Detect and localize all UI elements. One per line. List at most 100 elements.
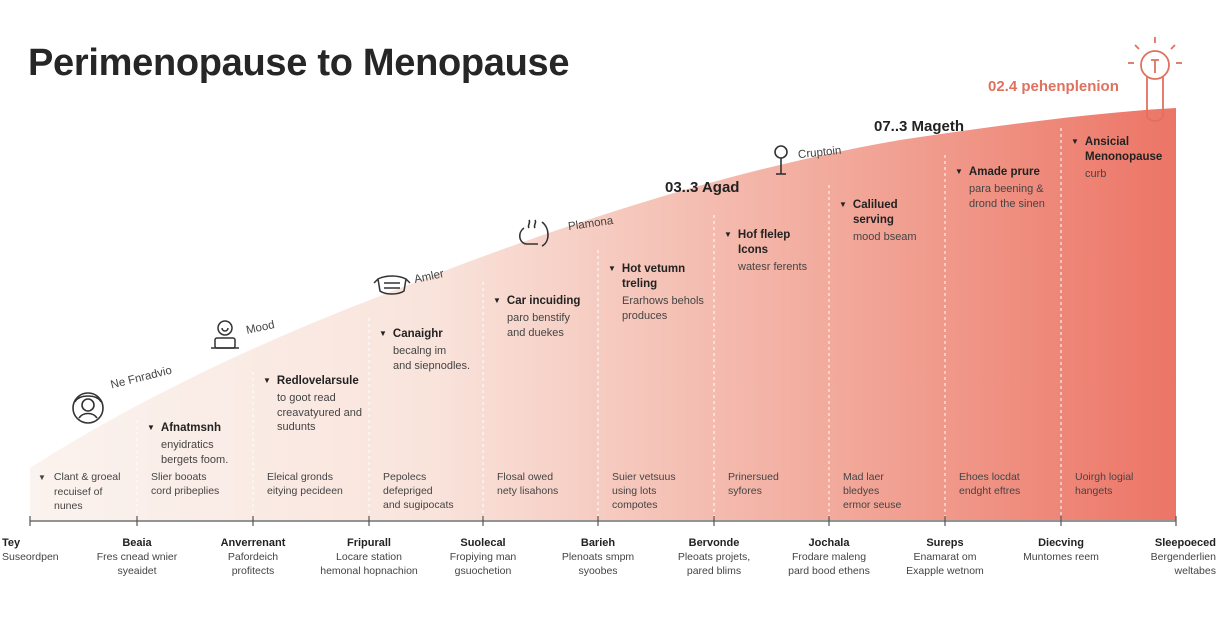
- text-line: hemonal hopnachion: [320, 565, 418, 577]
- segment-description: Erarhows behols produces: [622, 294, 704, 323]
- text-line: Muntomes reem: [1023, 551, 1099, 563]
- text-line: Pleoats projets,: [677, 551, 751, 563]
- segment-title: ▼ Calilued serving: [839, 198, 898, 228]
- text-line: Plenoats smpm: [561, 551, 635, 563]
- bottom-note-text: Clant & groeal: [53, 471, 121, 483]
- text-line: Bergenderlien: [1150, 551, 1216, 563]
- segment-dividers: [136, 128, 1062, 520]
- segment-description: curb: [1085, 167, 1106, 182]
- text-line: watesr ferents: [738, 261, 808, 273]
- bottom-note-text: cord pribeplies: [151, 485, 220, 497]
- text-line: Flosal owed: [497, 470, 558, 484]
- axis-label: Anverrenant Pafordeich profitects: [193, 536, 313, 578]
- axis-label: Bervonde Pleoats projets, pared blims: [654, 536, 774, 578]
- triangle-marker-icon: ▼: [839, 200, 847, 209]
- segment-title-line: ▼ Amade prure: [955, 165, 1040, 180]
- text-line: pared blims: [686, 565, 742, 577]
- triangle-marker-icon: ▼: [38, 473, 46, 482]
- segment-title: ▼ Canaighr: [379, 327, 443, 342]
- bottom-note-text: defepriged: [383, 485, 433, 497]
- steam-icon: [518, 219, 549, 247]
- text-line: Suier vetsuus: [612, 470, 676, 484]
- axis-label-name: Diecving: [1038, 537, 1084, 549]
- segment-title-text: Icons: [738, 244, 769, 256]
- axis-label-name: Barieh: [580, 537, 616, 549]
- segment-description: becalng im and siepnodles.: [393, 344, 470, 373]
- text-line: profitects: [231, 565, 275, 577]
- segment-description: paro benstify and duekes: [507, 311, 570, 340]
- face-icon: [72, 392, 104, 424]
- segment-title: ▼ Redlovelarsule: [263, 374, 359, 389]
- axis-label: Diecving Muntomes reem: [1001, 536, 1121, 564]
- segment-title-text: Redlovelarsule: [276, 375, 359, 387]
- triangle-marker-icon: ▼: [493, 296, 501, 305]
- text-line: Locare station: [336, 551, 402, 563]
- segment-title-text: Hof flelep: [737, 229, 791, 241]
- segment-bottom-note: Pepolecs defepriged and sugipocats: [383, 470, 454, 512]
- triangle-marker-icon: ▼: [1071, 137, 1079, 146]
- segment-description: enyidratics bergets foom.: [161, 438, 228, 467]
- axis-label-name: Anverrenant: [220, 537, 286, 549]
- segment-description: para beening & drond the sinen: [969, 182, 1045, 211]
- triangle-marker-icon: ▼: [724, 230, 732, 239]
- text-line: creavatyured and: [277, 406, 362, 419]
- text-line: bledyes: [843, 484, 901, 498]
- progression-area: [30, 108, 1176, 520]
- mask-icon: [373, 275, 411, 295]
- segment-title-line: ▼ Redlovelarsule: [263, 374, 359, 389]
- text-line: hangets: [1075, 484, 1133, 498]
- text-line: Uoirgh logial: [1075, 470, 1133, 484]
- lightbulb-thermometer-icon: [1128, 37, 1182, 122]
- triangle-marker-icon: ▼: [379, 329, 387, 338]
- text-line: para beening &: [969, 183, 1044, 195]
- text-line: using lots: [612, 484, 676, 498]
- axis-label: Beaia Fres cnead wnier syeaidet: [77, 536, 197, 578]
- text-line: Eleical gronds: [267, 470, 343, 484]
- person-icon: [774, 145, 788, 175]
- segment-description: mood bseam: [853, 230, 917, 245]
- bottom-note-text: Prinersued: [728, 471, 779, 483]
- segment-title-line: serving: [839, 213, 898, 228]
- segment-title-line: ▼ Ansicial: [1071, 135, 1162, 150]
- text-line: Erarhows behols: [622, 295, 704, 307]
- text-line: and siepnodles.: [393, 359, 471, 372]
- text-line: weltabes: [1174, 565, 1216, 577]
- text-line: Ehoes locdat: [959, 470, 1020, 484]
- text-line: paro benstify: [507, 312, 570, 324]
- text-line: enyidratics: [161, 439, 214, 451]
- bottom-note-text: Mad laer: [843, 471, 884, 483]
- axis-label-name: Sureps: [926, 537, 964, 549]
- axis-label: Jochala Frodare maleng pard bood ethens: [769, 536, 889, 578]
- text-line: compotes: [612, 498, 676, 512]
- text-line: Frodare maleng: [791, 551, 867, 563]
- bottom-note-text: Uoirgh logial: [1075, 471, 1134, 483]
- text-line: cord pribeplies: [151, 484, 219, 498]
- segment-title-text: Car incuiding: [506, 295, 581, 307]
- axis-label-name: Tey: [2, 537, 21, 549]
- segment-title-line: ▼ Canaighr: [379, 327, 443, 342]
- text-line: curb: [1085, 168, 1107, 180]
- text-line: bergets foom.: [161, 453, 229, 466]
- segment-title: ▼ Amade prure: [955, 165, 1040, 180]
- segment-bottom-note: Prinersued syfores: [728, 470, 779, 498]
- bottom-note-text: recuisef of: [54, 486, 103, 498]
- bottom-note-text: Pepolecs: [383, 471, 427, 483]
- segment-description: to goot read creavatyured and sudunts: [277, 391, 362, 435]
- segment-title-line: ▼ Calilued: [839, 198, 898, 213]
- stage-label: 07..3 Mageth: [874, 118, 965, 135]
- segment-title-text: Ansicial: [1084, 136, 1130, 148]
- text-line: ermor seuse: [843, 498, 901, 512]
- bottom-note-text: Ehoes locdat: [959, 471, 1020, 483]
- triangle-marker-icon: ▼: [147, 423, 155, 432]
- page-title: Perimenopause to Menopause: [28, 42, 570, 84]
- axis-label-name: Bervonde: [688, 537, 740, 549]
- segment-title-line: ▼ Hof flelep: [724, 228, 790, 243]
- axis-label: Suolecal Fropiying man gsuochetion: [423, 536, 543, 578]
- text-line: mood bseam: [853, 231, 917, 243]
- segment-bottom-note: Ehoes locdat endght eftres: [959, 470, 1020, 498]
- mood-person-icon: [211, 320, 239, 349]
- bottom-note-text: nunes: [54, 500, 83, 512]
- axis-label: Fripurall Locare station hemonal hopnachio…: [309, 536, 429, 578]
- text-line: nety lisahons: [497, 484, 558, 498]
